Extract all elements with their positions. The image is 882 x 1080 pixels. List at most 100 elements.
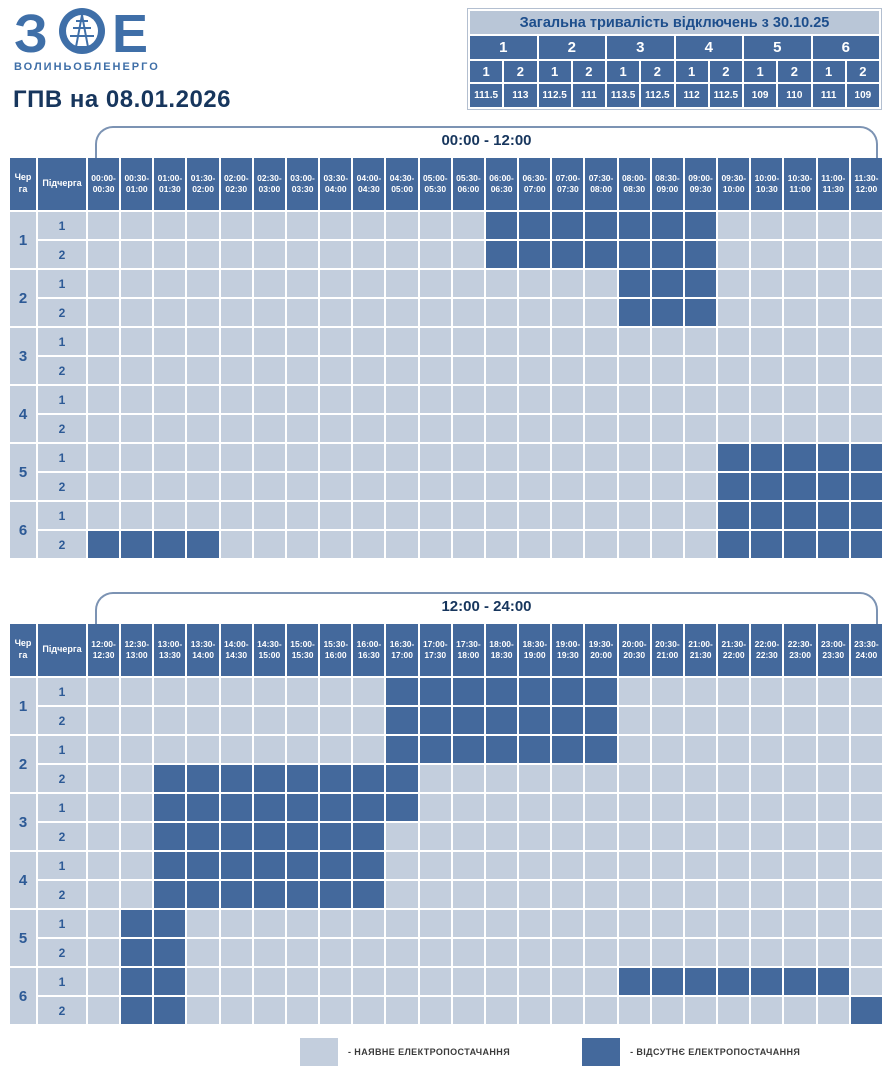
time-slot-header: 03:00- 03:30 (286, 158, 319, 210)
schedule-cell (253, 212, 285, 239)
schedule-cell (684, 270, 717, 297)
schedule-cell (485, 386, 518, 413)
time-slot-header: 11:30- 12:00 (850, 158, 882, 210)
schedule-cell (552, 881, 584, 908)
legend-label: - ВІДСУТНЄ ЕЛЕКТРОПОСТАЧАННЯ (630, 1047, 801, 1057)
schedule-cell (618, 910, 650, 937)
schedule-cell (585, 852, 617, 879)
schedule-cell (353, 968, 385, 995)
schedule-cell (220, 881, 252, 908)
time-slot-header: 07:00- 07:30 (552, 158, 584, 210)
queue-column-header: Черга (10, 158, 36, 210)
schedule-cell (585, 881, 617, 908)
schedule-cell (651, 997, 683, 1024)
schedule-cell (485, 794, 518, 821)
schedule-cell (220, 444, 252, 471)
summary-subqueue-number: 1 (744, 61, 777, 82)
schedule-cell (718, 997, 750, 1024)
schedule-cell (353, 299, 385, 326)
subqueue-label: 1 (38, 794, 86, 821)
schedule-cell (386, 531, 418, 558)
time-slot-header: 22:30- 23:00 (784, 624, 816, 676)
schedule-cell (320, 852, 352, 879)
schedule-cell (386, 212, 418, 239)
schedule-cell (684, 357, 717, 384)
schedule-cell (154, 881, 186, 908)
summary-subqueue-number: 1 (470, 61, 503, 82)
queue-label: 5 (10, 910, 36, 966)
schedule-cell (386, 881, 418, 908)
summary-subqueue-number: 2 (572, 61, 605, 82)
summary-total-hours: 112.5 (641, 84, 674, 107)
schedule-cell (651, 241, 683, 268)
schedule-cell (618, 241, 650, 268)
schedule-cell (751, 823, 783, 850)
schedule-cell (850, 939, 882, 966)
schedule-cell (88, 968, 120, 995)
schedule-cell (850, 910, 882, 937)
time-slot-header: 12:00- 12:30 (88, 624, 120, 676)
schedule-cell (154, 910, 186, 937)
schedule-cell (286, 270, 319, 297)
schedule-cell (419, 386, 451, 413)
time-slot-header: 06:00- 06:30 (485, 158, 518, 210)
summary-total-hours: 111 (572, 84, 605, 107)
time-slot-header: 20:00- 20:30 (618, 624, 650, 676)
schedule-cell (452, 910, 484, 937)
schedule-cell (353, 852, 385, 879)
schedule-cell (286, 736, 319, 763)
schedule-cell (651, 881, 683, 908)
schedule-cell (220, 212, 252, 239)
schedule-cell (121, 968, 153, 995)
schedule-cell (452, 765, 484, 792)
schedule-cell (220, 765, 252, 792)
schedule-cell (452, 678, 484, 705)
schedule-cell (651, 473, 683, 500)
schedule-cell (353, 736, 385, 763)
schedule-cell (718, 881, 750, 908)
time-slot-header: 19:00- 19:30 (552, 624, 584, 676)
schedule-cell (220, 968, 252, 995)
schedule-cell (154, 473, 186, 500)
schedule-cell (353, 415, 385, 442)
schedule-cell (651, 386, 683, 413)
schedule-cell (850, 270, 882, 297)
page-title: ГПВ на 08.01.2026 (13, 86, 231, 113)
schedule-cell (850, 852, 882, 879)
schedule-cell (784, 299, 816, 326)
schedule-cell (684, 881, 717, 908)
subqueue-label: 2 (38, 241, 86, 268)
queue-label: 1 (10, 678, 36, 734)
schedule-cell (187, 968, 219, 995)
schedule-cell (519, 357, 551, 384)
schedule-cell (154, 386, 186, 413)
schedule-cell (452, 473, 484, 500)
schedule-cell (751, 997, 783, 1024)
schedule-cell (353, 823, 385, 850)
subqueue-label: 1 (38, 502, 86, 529)
schedule-cell (618, 357, 650, 384)
schedule-cell (386, 997, 418, 1024)
subqueue-column-header: Підчерга (38, 158, 86, 210)
schedule-cell (618, 386, 650, 413)
summary-subqueue-number: 1 (538, 61, 571, 82)
schedule-cell (88, 736, 120, 763)
summary-total-hours: 112.5 (538, 84, 571, 107)
schedule-cell (751, 939, 783, 966)
schedule-cell (817, 707, 849, 734)
schedule-cell (784, 328, 816, 355)
schedule-cell (121, 212, 153, 239)
schedule-cell (419, 444, 451, 471)
schedule-cell (121, 241, 153, 268)
time-slot-header: 15:00- 15:30 (286, 624, 319, 676)
subqueue-label: 2 (38, 939, 86, 966)
schedule-cell (519, 765, 551, 792)
subqueue-label: 1 (38, 386, 86, 413)
schedule-cell (452, 502, 484, 529)
schedule-cell (684, 502, 717, 529)
subqueue-label: 2 (38, 299, 86, 326)
schedule-cell (121, 997, 153, 1024)
time-slot-header: 09:30- 10:00 (718, 158, 750, 210)
schedule-cell (618, 415, 650, 442)
queue-label: 3 (10, 328, 36, 384)
